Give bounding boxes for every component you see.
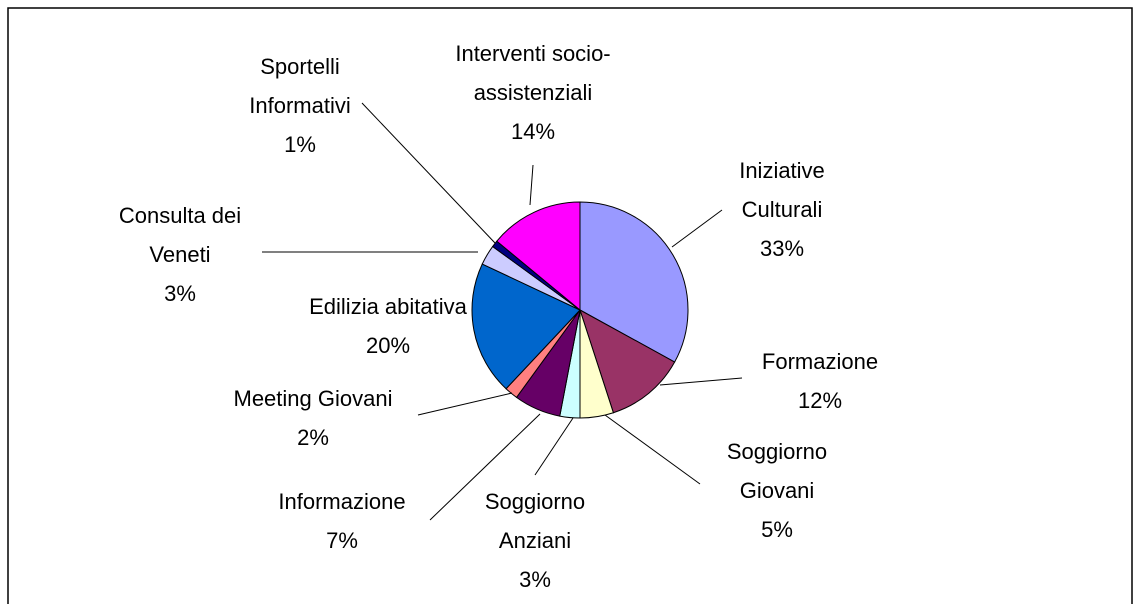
leader-line: [604, 414, 701, 485]
slice-label: Soggiorno Giovani: [727, 439, 827, 503]
value-label: 7%: [326, 528, 358, 553]
label-line: Sportelli: [260, 54, 339, 79]
slice-label: Informazione: [278, 489, 405, 514]
value-label: 3%: [164, 281, 196, 306]
value-label: 14%: [511, 119, 555, 144]
label-line: Anziani: [499, 528, 571, 553]
pie-slice: [579, 308, 676, 414]
value-label: 2%: [297, 425, 329, 450]
label-line: Informativi: [249, 93, 350, 118]
leader-line: [534, 417, 574, 476]
label-line: Consulta dei: [119, 203, 241, 228]
slice-label: Formazione: [762, 349, 878, 374]
value-label: 1%: [284, 132, 316, 157]
label-line: Interventi socio-: [455, 41, 610, 66]
label-line: assistenziali: [474, 80, 593, 105]
label-line: Culturali: [742, 197, 823, 222]
value-label: 5%: [761, 517, 793, 542]
leader-line: [671, 209, 723, 248]
value-label: 33%: [760, 236, 804, 261]
label-line: Informazione: [278, 489, 405, 514]
pie-slice: [496, 201, 581, 312]
pie-slice: [579, 201, 689, 363]
value-label: 12%: [798, 388, 842, 413]
label-line: Meeting Giovani: [234, 386, 393, 411]
pie-slice: [471, 263, 581, 390]
leader-line: [659, 377, 743, 386]
value-label: 20%: [366, 333, 410, 358]
label-line: Soggiorno: [727, 439, 827, 464]
label-line: Edilizia abitativa: [309, 294, 468, 319]
chart-frame: [7, 7, 1133, 604]
slice-label: Meeting Giovani: [234, 386, 393, 411]
slice-label: Iniziative Culturali: [739, 158, 825, 222]
leader-line: [417, 392, 513, 416]
leader-line: [361, 102, 496, 244]
slice-label: Sportelli Informativi: [249, 54, 350, 118]
slice-label: Consulta dei Veneti: [119, 203, 241, 267]
label-line: Soggiorno: [485, 489, 585, 514]
slice-label: Interventi socio-assistenziali: [455, 41, 610, 105]
label-line: Veneti: [149, 242, 210, 267]
label-line: Iniziative: [739, 158, 825, 183]
slice-label: Edilizia abitativa: [309, 294, 468, 319]
value-label: 3%: [519, 567, 551, 592]
leader-line: [429, 413, 541, 521]
label-line: Giovani: [740, 478, 815, 503]
label-line: Formazione: [762, 349, 878, 374]
leader-line: [529, 164, 534, 206]
slice-label: Soggiorno Anziani: [485, 489, 585, 553]
